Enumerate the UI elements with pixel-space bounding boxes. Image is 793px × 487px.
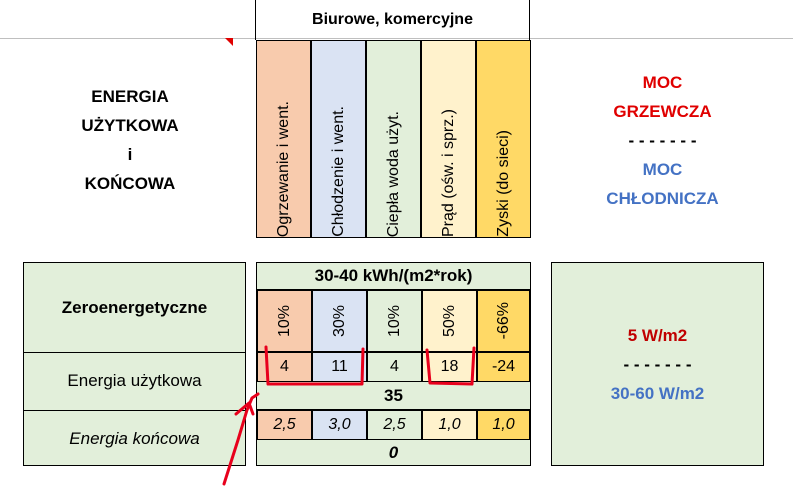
heating-power: 5 W/m2 (627, 325, 688, 345)
col-header-hot-water: Ciepła woda użyt. (366, 40, 421, 238)
usable-value-cell: 18 (422, 352, 477, 382)
usable-total: 35 (257, 382, 530, 410)
factor-cell: 1,0 (477, 410, 530, 440)
header-divider (0, 38, 793, 39)
row-label-usable-energy: Energia użytkowa (24, 352, 245, 411)
col-header-heating: Ogrzewanie i went. (256, 40, 311, 238)
factor-cell: 1,0 (422, 410, 477, 440)
power-title: MOC GRZEWCZA - - - - - - - MOC CHŁODNICZ… (606, 72, 719, 208)
sector-header: Biurowe, komercyjne (255, 0, 530, 40)
ink-bracket-electricity (425, 346, 476, 386)
power-values-table: 5 W/m2 - - - - - - - 30-60 W/m2 (551, 262, 764, 466)
usable-value-cell: -24 (477, 352, 530, 382)
row-label-zero-energy: Zeroenergetyczne (24, 263, 245, 353)
ink-bracket-heating-cooling (264, 345, 365, 386)
percent-cell: 10% (257, 290, 312, 352)
usable-value-cell: 11 (312, 352, 367, 382)
ink-arrow-head (234, 401, 255, 416)
energy-values-table: 30-40 kWh/(m2*rok) 10% 30% 10% 50% -66% … (256, 262, 531, 466)
comment-marker-icon (225, 38, 233, 46)
percent-cell: 30% (312, 290, 367, 352)
usable-value-cell: 4 (367, 352, 422, 382)
percent-cell: 10% (367, 290, 422, 352)
row-labels-table: Zeroenergetyczne Energia użytkowa Energi… (23, 262, 246, 466)
energy-range: 30-40 kWh/(m2*rok) (257, 263, 530, 290)
factor-cell: 2,5 (257, 410, 312, 440)
final-total: 0 (388, 442, 399, 462)
factor-cell: 2,5 (367, 410, 422, 440)
power-separator: - - - - - - - (623, 354, 692, 374)
row-label-final-energy: Energia końcowa (69, 428, 200, 448)
factor-cell: 3,0 (312, 410, 367, 440)
energy-title: ENERGIA UŻYTKOWA i KOŃCOWA (81, 87, 179, 193)
ink-arrow-stroke (222, 392, 260, 486)
col-header-electricity: Prąd (ośw. i sprz.) (421, 40, 476, 238)
cooling-power: 30-60 W/m2 (610, 383, 705, 403)
percent-cell: -66% (477, 290, 530, 352)
col-header-gains: Zyski (do sieci) (476, 40, 531, 238)
percent-cell: 50% (422, 290, 477, 352)
col-header-cooling: Chłodzenie i went. (311, 40, 366, 238)
